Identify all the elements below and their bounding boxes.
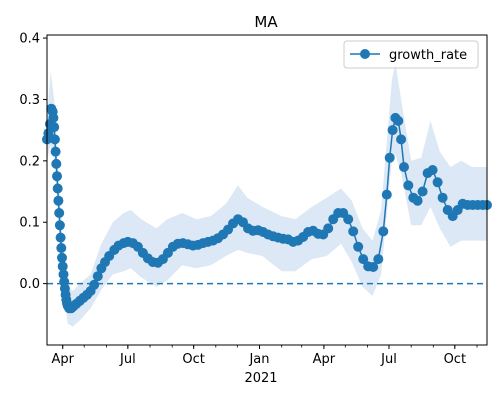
x-tick-label: Jul [119,352,136,367]
data-point [368,262,379,272]
y-tick-label: 0.4 [19,32,40,47]
data-point [323,223,334,234]
data-point [387,125,398,136]
data-point [378,226,389,237]
data-point [399,162,409,172]
x-tick-label: Apr [313,352,336,367]
data-point [358,254,369,265]
data-point [353,241,364,252]
y-tick-label: 0.0 [19,277,40,292]
data-point [393,115,404,126]
chart-title: MA [254,13,278,31]
y-tick-label: 0.3 [19,93,40,108]
data-point [49,134,60,145]
data-point [343,214,354,225]
data-point [437,192,448,203]
data-point [56,243,67,253]
data-point [50,146,61,157]
data-point [52,171,62,182]
data-point [381,189,392,200]
data-point [396,134,407,145]
legend-label-growth-rate: growth_rate [389,48,467,63]
plot-frame [46,34,488,346]
x-tick-label: Jan [248,352,269,367]
data-point [89,279,100,290]
data-point [58,269,69,280]
data-point [54,220,65,231]
x-year-label: 2021 [244,371,277,386]
data-point [54,208,65,218]
axes-layer: 0.0 0.1 0.2 0.3 0.4 Apr Jul Oct Jan Apr Jul Oct [19,32,488,367]
x-tick-label: Oct [444,352,466,367]
legend: growth_rate [343,40,479,69]
data-point [432,177,443,188]
data-point [384,152,395,163]
x-tick-label: Apr [51,352,74,367]
data-point [412,195,423,206]
y-tick-label: 0.1 [19,216,40,231]
data-point [57,261,68,272]
data-point [52,183,63,194]
data-point [48,112,59,123]
data-point [373,254,384,265]
x-tick-label: Oct [182,352,204,367]
legend-box [343,40,479,69]
data-point [348,226,359,237]
data-point [55,232,66,243]
data-point [403,180,414,191]
data-point [49,122,60,133]
data-point [427,165,438,175]
data-point [53,195,64,206]
x-tick-label: Jul [380,352,397,367]
legend-marker-swatch [360,49,370,59]
data-point [417,186,428,197]
y-tick-label: 0.2 [19,154,40,169]
data-point [51,158,62,169]
data-point [57,252,67,263]
data-point [92,271,103,282]
